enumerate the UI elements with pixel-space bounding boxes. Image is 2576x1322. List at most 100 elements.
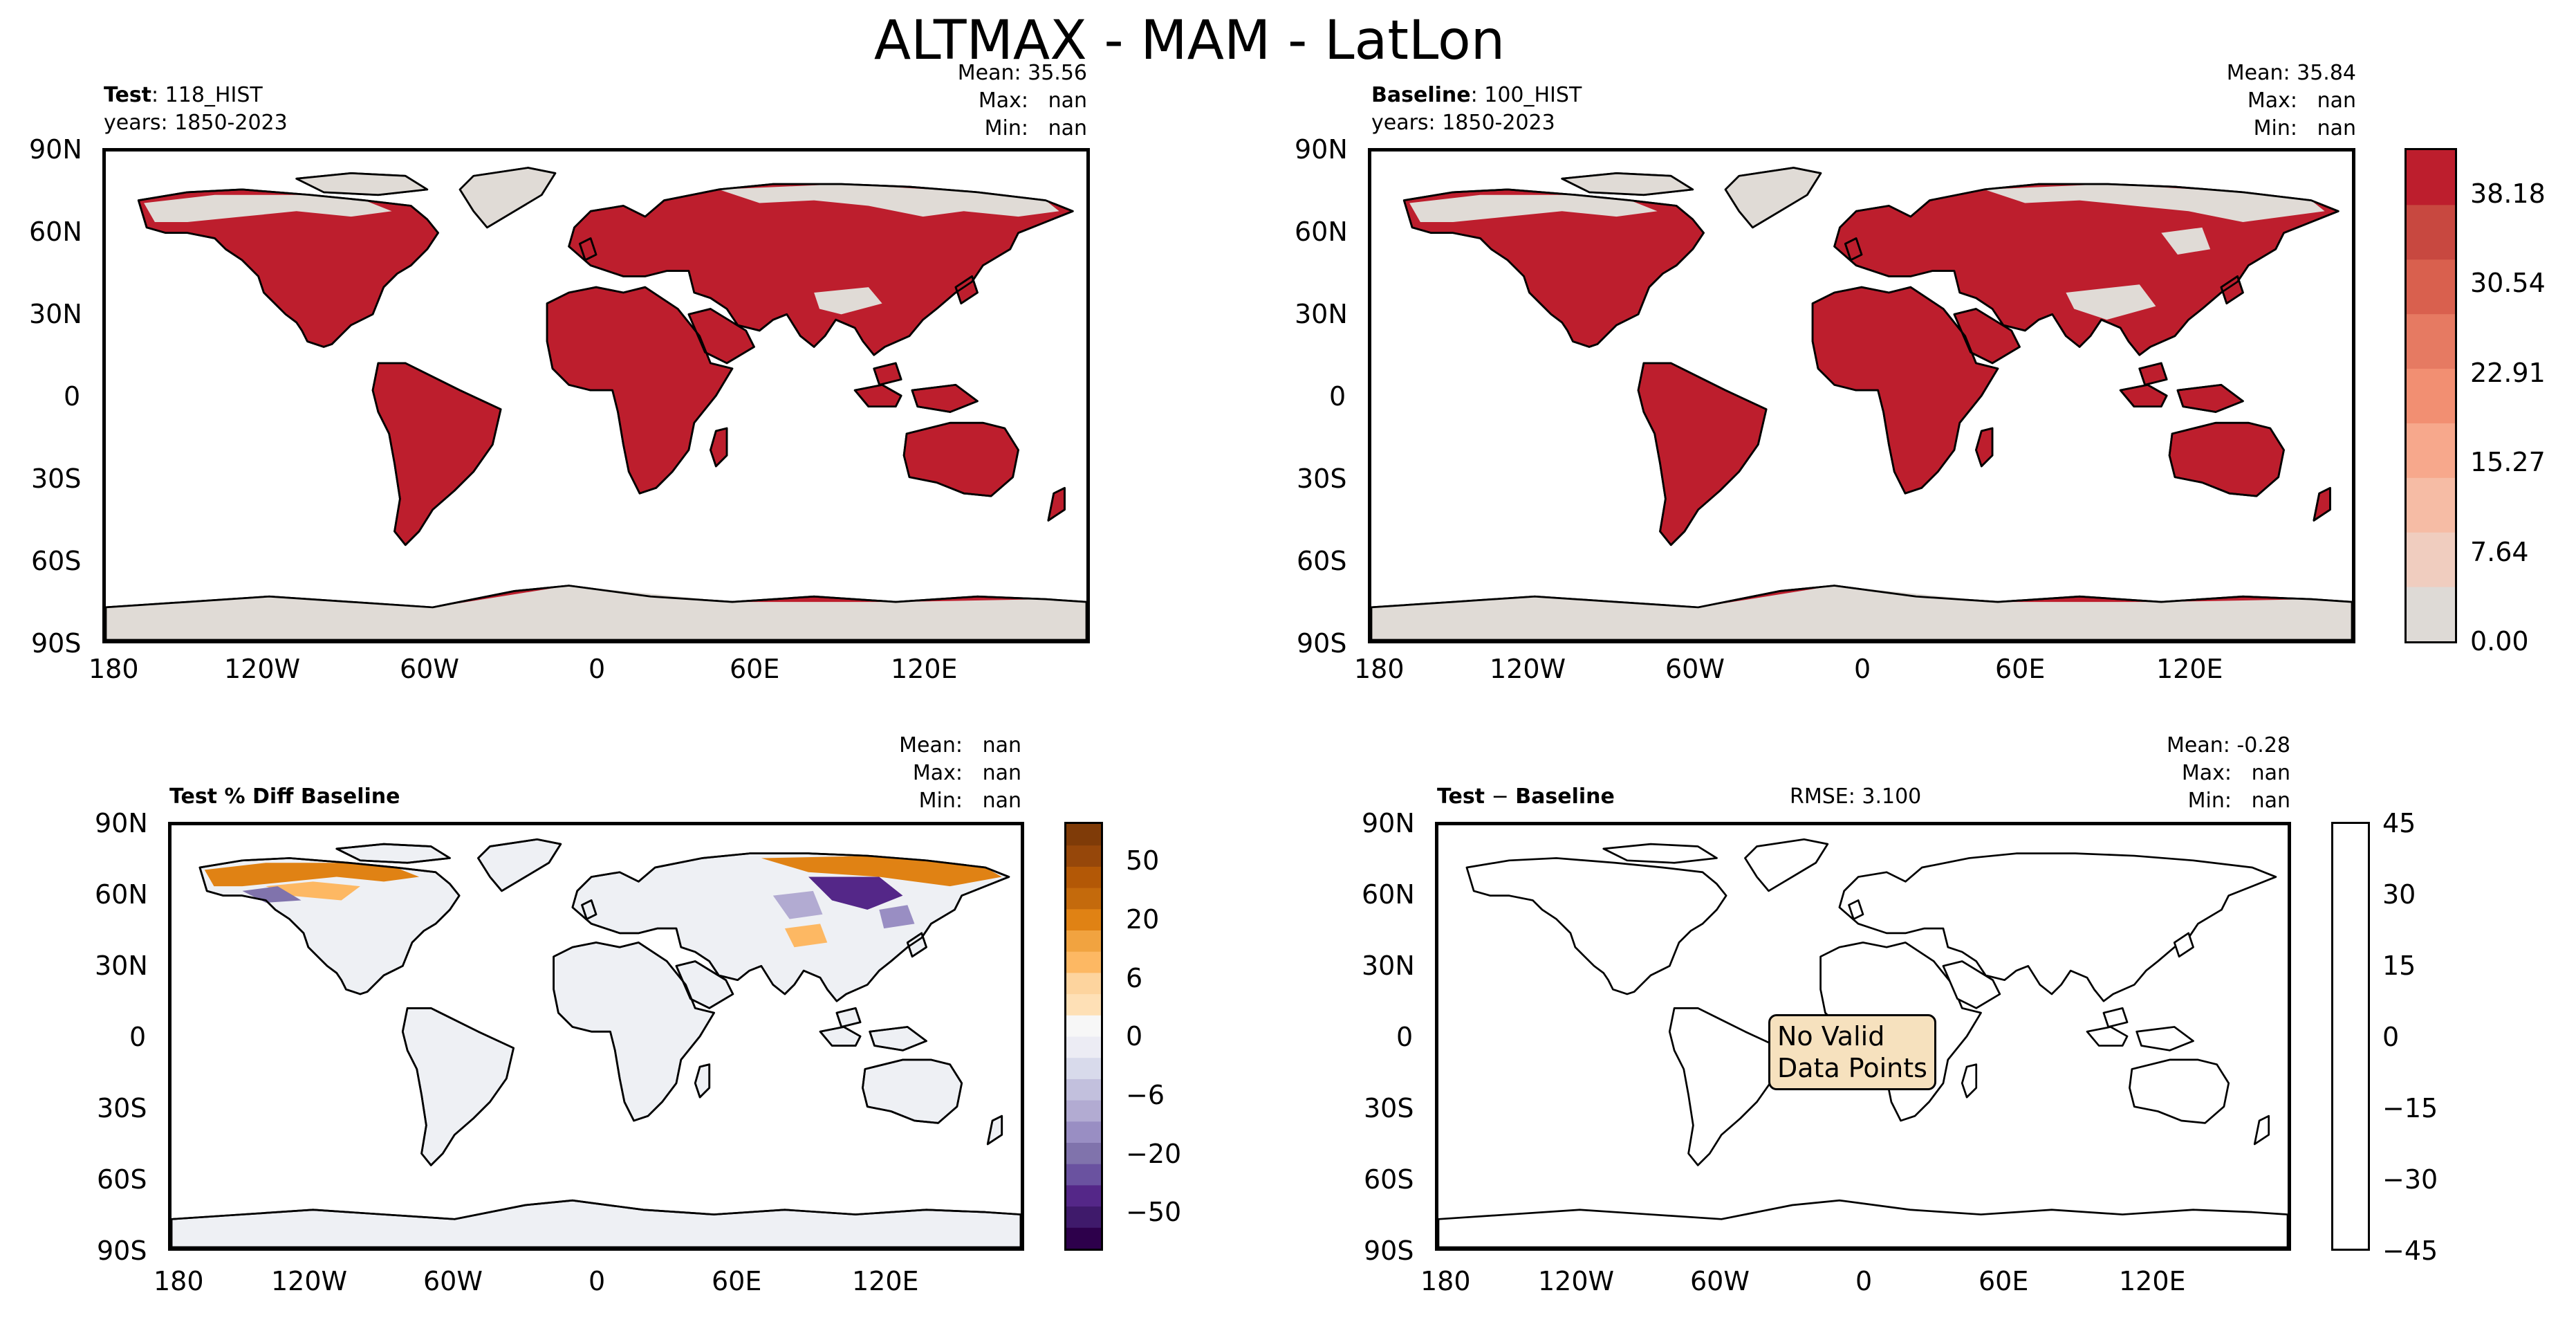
pctdiff-colorbar-tick: −6 — [1126, 1080, 1165, 1110]
test-label: Test: 118_HIST — [104, 82, 263, 109]
pctdiff-xtick: 180 — [154, 1266, 204, 1296]
baseline-xtick: 120W — [1490, 654, 1566, 684]
diff-colorbar-tick: 45 — [2382, 808, 2416, 838]
diff-colorbar-tick: −15 — [2382, 1093, 2438, 1123]
main-colorbar-tick: 15.27 — [2470, 447, 2546, 477]
test-ytick: 90S — [31, 628, 82, 659]
diff-rmse: RMSE: 3.100 — [1790, 784, 1922, 809]
diff-label-bold: Test — [1437, 784, 1485, 809]
baseline-label-rest: : 100_HIST — [1470, 83, 1582, 107]
colorbar-swatch — [1066, 1036, 1101, 1058]
colorbar-swatch — [1066, 1227, 1101, 1249]
colorbar-swatch — [2407, 368, 2455, 423]
pctdiff-colorbar-tick: 20 — [1126, 904, 1160, 935]
baseline-xtick: 60E — [1995, 654, 2046, 684]
colorbar-swatch — [2407, 532, 2455, 587]
test-xtick: 0 — [589, 654, 606, 684]
pctdiff-label: Test % Diff Baseline — [169, 784, 400, 809]
colorbar-swatch — [1066, 824, 1101, 846]
diff-ytick: 90S — [1364, 1236, 1414, 1266]
baseline-ytick: 60S — [1297, 546, 1347, 576]
pctdiff-ytick: 30S — [97, 1093, 147, 1123]
baseline-label: Baseline: 100_HIST — [1371, 82, 1582, 109]
baseline-stats: Mean: 35.84 Max: nan Min: nan — [2226, 61, 2356, 140]
pctdiff-xtick: 120E — [852, 1266, 919, 1296]
diff-xtick: 120E — [2119, 1266, 2186, 1296]
baseline-ytick: 90S — [1297, 628, 1347, 659]
diff-ytick: 30S — [1364, 1093, 1414, 1123]
pctdiff-xtick: 120W — [271, 1266, 348, 1296]
test-ytick: 60S — [31, 546, 82, 576]
baseline-map — [1368, 148, 2355, 643]
pctdiff-xtick: 60W — [423, 1266, 483, 1296]
no-valid-data-box: No Valid Data Points — [1768, 1014, 1936, 1090]
colorbar-swatch — [1066, 908, 1101, 930]
test-ytick: 30S — [31, 463, 82, 494]
diff-xtick: 0 — [1855, 1266, 1873, 1296]
diff-colorbar — [2331, 822, 2370, 1251]
main-colorbar-swatches — [2407, 150, 2455, 641]
main-colorbar-tick: 38.18 — [2470, 178, 2546, 209]
colorbar-swatch — [2407, 423, 2455, 478]
pctdiff-colorbar-tick: 6 — [1126, 963, 1143, 993]
baseline-ytick: 60N — [1295, 217, 1348, 247]
diff-label-bold2: Baseline — [1515, 784, 1615, 809]
main-colorbar-tick: 7.64 — [2470, 537, 2529, 567]
colorbar-swatch — [1066, 1078, 1101, 1101]
test-map — [102, 148, 1090, 643]
test-years: years: 1850-2023 — [104, 111, 288, 135]
diff-xtick: 120W — [1538, 1266, 1615, 1296]
colorbar-swatch — [1066, 1142, 1101, 1164]
diff-colorbar-tick: 15 — [2382, 951, 2416, 981]
baseline-ytick: 30S — [1297, 463, 1347, 494]
diff-label: Test − Baseline — [1437, 783, 1615, 811]
colorbar-swatch — [1066, 866, 1101, 888]
baseline-ytick: 90N — [1295, 134, 1348, 165]
diff-xtick: 60E — [1979, 1266, 2029, 1296]
colorbar-swatch — [1066, 1164, 1101, 1186]
colorbar-swatch — [1066, 951, 1101, 973]
colorbar-swatch — [1066, 1015, 1101, 1037]
test-xtick: 60E — [730, 654, 780, 684]
colorbar-swatch — [2407, 259, 2455, 315]
test-ytick: 30N — [29, 299, 82, 329]
colorbar-swatch — [2407, 204, 2455, 260]
figure-title: ALTMAX - MAM - LatLon — [873, 10, 1505, 72]
test-ytick: 0 — [64, 381, 81, 412]
test-xtick: 120E — [891, 654, 958, 684]
colorbar-swatch — [1066, 1100, 1101, 1122]
diff-ytick: 30N — [1362, 951, 1415, 981]
colorbar-swatch — [1066, 972, 1101, 995]
pctdiff-ytick: 30N — [95, 951, 148, 981]
pctdiff-map — [168, 822, 1024, 1251]
pctdiff-colorbar — [1064, 822, 1103, 1251]
baseline-xtick: 60W — [1665, 654, 1725, 684]
colorbar-swatch — [1066, 930, 1101, 952]
pctdiff-colorbar-swatches — [1066, 824, 1101, 1249]
baseline-xtick: 0 — [1854, 654, 1871, 684]
test-stats: Mean: 35.56 Max: nan Min: nan — [957, 61, 1087, 140]
pctdiff-ytick: 90N — [95, 808, 148, 838]
main-colorbar — [2404, 148, 2457, 643]
baseline-ytick: 30N — [1295, 299, 1348, 329]
colorbar-swatch — [2407, 150, 2455, 205]
test-label-rest: : 118_HIST — [151, 83, 263, 107]
diff-colorbar-tick: 0 — [2382, 1022, 2400, 1052]
pctdiff-colorbar-tick: −20 — [1126, 1139, 1182, 1169]
test-xtick: 180 — [89, 654, 139, 684]
baseline-xtick: 120E — [2156, 654, 2223, 684]
pctdiff-ytick: 60S — [97, 1164, 147, 1195]
colorbar-swatch — [1066, 1184, 1101, 1207]
diff-ytick: 60S — [1364, 1164, 1414, 1195]
colorbar-swatch — [1066, 1206, 1101, 1228]
test-xtick: 120W — [224, 654, 301, 684]
main-colorbar-tick: 22.91 — [2470, 358, 2546, 388]
colorbar-swatch — [1066, 993, 1101, 1016]
main-colorbar-tick: 30.54 — [2470, 268, 2546, 298]
diff-xtick: 180 — [1420, 1266, 1471, 1296]
colorbar-swatch — [2407, 587, 2455, 641]
diff-label-rest: − — [1485, 784, 1516, 809]
baseline-xtick: 180 — [1354, 654, 1405, 684]
pctdiff-colorbar-tick: −50 — [1126, 1197, 1182, 1227]
pctdiff-ytick: 90S — [97, 1236, 147, 1266]
